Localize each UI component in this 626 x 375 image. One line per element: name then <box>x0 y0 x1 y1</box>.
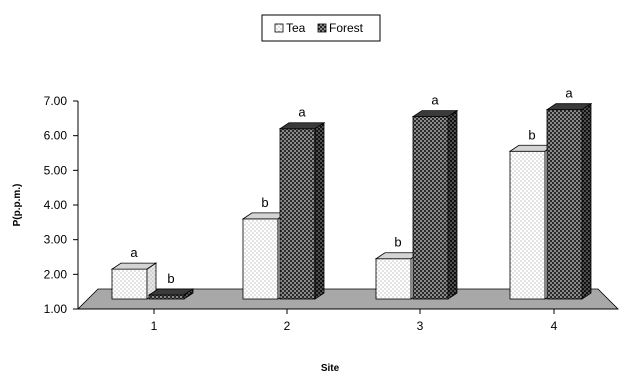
x-tick-label: 4 <box>551 319 558 333</box>
legend-swatch-tea <box>274 23 284 33</box>
bar-front-face <box>148 294 185 300</box>
x-axis-title: Site <box>321 363 340 374</box>
data-label: a <box>431 93 439 108</box>
x-tick-label: 3 <box>417 319 424 333</box>
data-label: a <box>565 86 573 101</box>
bar-front-face <box>509 150 546 300</box>
bar-front-face <box>242 218 279 300</box>
y-tick-label: 1.00 <box>44 302 68 316</box>
data-label: b <box>394 235 401 250</box>
y-axis-title: P(p.p.m.) <box>12 184 23 227</box>
y-axis-ticks: 1.00 2.00 3.00 4.00 5.00 6.00 7.00 <box>44 94 78 316</box>
data-label: b <box>167 271 174 286</box>
y-tick-label: 5.00 <box>44 163 68 177</box>
data-label: b <box>261 195 268 210</box>
bar-front-face <box>111 268 148 300</box>
bars: a b b a b a b a <box>110 86 593 300</box>
y-tick-label: 3.00 <box>44 233 68 247</box>
bar-side-face <box>183 288 194 300</box>
bar-side-face <box>581 102 592 300</box>
bar-side-face <box>447 109 458 300</box>
y-tick-label: 2.00 <box>44 267 68 281</box>
bar-front-face <box>412 116 449 300</box>
legend: Tea Forest <box>261 14 381 42</box>
bar-front-face <box>375 258 412 300</box>
bar-forest-site-1: b <box>147 271 195 300</box>
y-tick-label: 4.00 <box>44 198 68 212</box>
x-axis-ticks: 1 2 3 4 <box>151 309 558 333</box>
legend-label-tea: Tea <box>286 21 306 35</box>
bar-side-face <box>314 121 325 300</box>
bar-forest-site-4: a <box>545 86 593 300</box>
bar-front-face <box>279 128 316 300</box>
data-label: a <box>298 105 306 120</box>
data-label: a <box>130 245 138 260</box>
legend-label-forest: Forest <box>329 21 364 35</box>
bar-front-face <box>546 109 583 300</box>
x-tick-label: 1 <box>151 319 158 333</box>
x-tick-label: 2 <box>284 319 291 333</box>
data-label: b <box>528 127 535 142</box>
bar-tea-site-1: a <box>110 245 158 300</box>
bar-forest-site-2: a <box>278 105 326 300</box>
y-tick-label: 6.00 <box>44 129 68 143</box>
y-tick-label: 7.00 <box>44 94 68 108</box>
legend-swatch-forest <box>317 23 327 33</box>
bar-forest-site-3: a <box>411 93 459 300</box>
